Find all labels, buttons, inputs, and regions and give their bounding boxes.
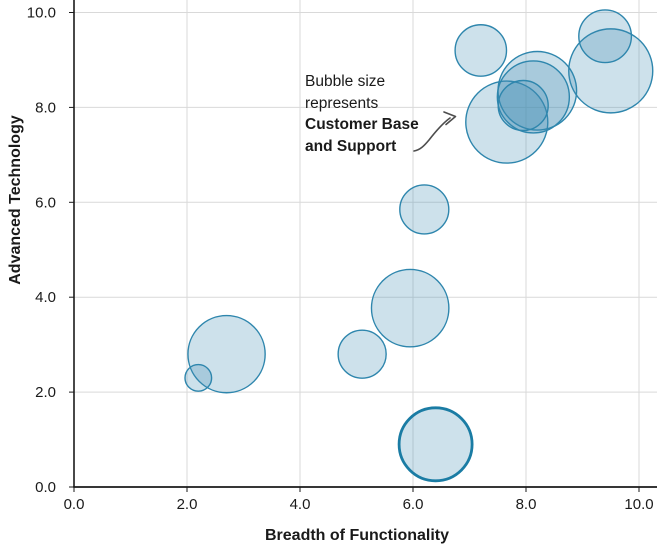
- y-axis-title: Advanced Technology: [7, 115, 24, 285]
- bubble-size-annotation: Bubble size represents Customer Base and…: [305, 71, 419, 157]
- bubble[interactable]: [454, 24, 508, 77]
- annotation-line: Bubble size: [305, 73, 386, 90]
- bubble-series: [184, 9, 654, 483]
- tick-marks: [69, 12, 640, 492]
- bubble[interactable]: [184, 363, 213, 392]
- bubble-emphasized[interactable]: [397, 406, 474, 483]
- annotation-line-bold: and Support: [305, 137, 397, 155]
- x-tick-label: 8.0: [516, 496, 537, 513]
- y-tick-label: 2.0: [35, 384, 56, 401]
- bubble[interactable]: [337, 329, 387, 379]
- annotation-line-bold: Customer Base: [305, 116, 419, 134]
- x-tick-label: 2.0: [177, 496, 198, 513]
- bubble[interactable]: [578, 9, 633, 64]
- x-tick-label: 10.0: [624, 496, 653, 513]
- x-tick-label: 0.0: [64, 496, 85, 513]
- y-tick-labels: 0.0 2.0 4.0 6.0 8.0 10.0: [27, 5, 56, 497]
- annotation-arrow: [413, 117, 451, 152]
- bubble[interactable]: [496, 60, 571, 134]
- y-tick-label: 6.0: [35, 194, 56, 211]
- y-tick-label: 0.0: [35, 479, 56, 496]
- y-tick-label: 10.0: [27, 5, 56, 22]
- x-tick-label: 4.0: [290, 496, 311, 513]
- annotation-line: represents: [305, 94, 379, 112]
- x-axis-title: Breadth of Functionality: [265, 527, 449, 544]
- x-tick-label: 6.0: [403, 496, 424, 513]
- y-tick-label: 8.0: [35, 99, 56, 116]
- bubble[interactable]: [568, 28, 654, 114]
- axis-lines: [73, 0, 657, 488]
- annotation-arrowhead-icon: [443, 111, 457, 126]
- bubble[interactable]: [497, 79, 549, 132]
- y-tick-label: 4.0: [35, 289, 56, 306]
- bubble[interactable]: [187, 314, 266, 394]
- bubble[interactable]: [399, 184, 450, 235]
- x-tick-labels: 0.0 2.0 4.0 6.0 8.0 10.0: [64, 496, 654, 513]
- bubble[interactable]: [370, 268, 450, 348]
